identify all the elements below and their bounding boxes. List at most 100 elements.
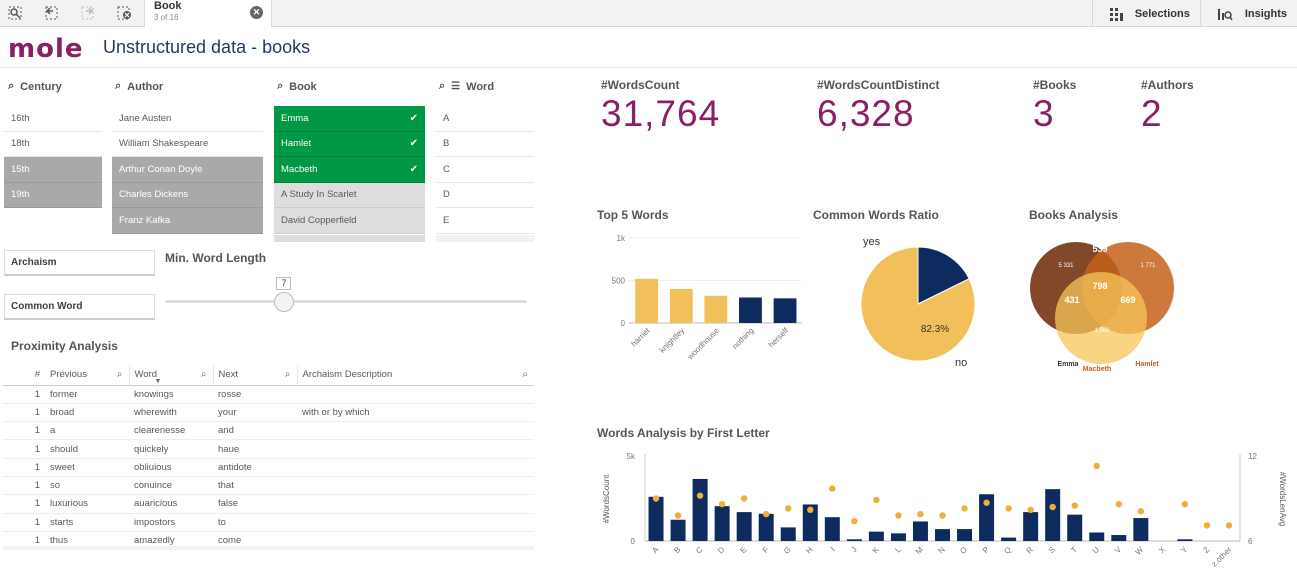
books-analysis-chart-title: Books Analysis <box>1029 208 1118 222</box>
avg-point <box>718 500 726 508</box>
author-item[interactable]: Jane Austen <box>112 106 263 132</box>
table-scrollbar[interactable] <box>3 546 534 550</box>
common-words-pie-chart[interactable]: yes no 82.3% <box>813 226 1023 376</box>
bar <box>935 529 950 541</box>
column-header-previous[interactable]: Previous ⌕ <box>45 365 129 386</box>
century-item[interactable]: 19th <box>4 182 102 208</box>
table-row[interactable]: 1 a clearenesse and <box>3 421 534 441</box>
avg-point <box>851 517 858 525</box>
word-item[interactable]: A <box>436 106 534 132</box>
word-filter-list: A B C D E <box>436 106 534 234</box>
insights-button[interactable]: Insights <box>1199 0 1297 27</box>
cell-word: auaricious <box>129 494 213 514</box>
word-filter-title[interactable]: ⌕ ☰ Word <box>439 80 495 93</box>
smart-search-icon[interactable] <box>4 3 26 23</box>
step-back-icon[interactable] <box>40 3 62 23</box>
table-row[interactable]: 1 so conuince that <box>3 476 534 496</box>
selections-label: Selections <box>1134 7 1190 20</box>
word-length-slider-track[interactable] <box>165 300 527 303</box>
bar <box>670 519 686 541</box>
column-header-next[interactable]: Next ⌕ <box>212 365 297 386</box>
y2-tick-label: 12 <box>1248 452 1257 461</box>
book-item[interactable]: Hamlet ✔ <box>274 131 425 157</box>
venn-circle-macbeth <box>1055 272 1147 364</box>
clear-selections-icon[interactable] <box>114 3 136 23</box>
search-icon: ⌕ <box>277 80 284 92</box>
word-item[interactable]: C <box>436 157 534 183</box>
cell-count: 1 <box>3 439 45 459</box>
cell-next: your <box>213 403 297 423</box>
word-item-label: B <box>443 138 450 150</box>
y2-tick-label: 6 <box>1248 537 1253 546</box>
cell-archaism-description <box>297 476 534 496</box>
avg-point <box>1049 503 1056 511</box>
table-row[interactable]: 1 broad wherewith your with or by which <box>3 403 534 423</box>
x-tick-label: harriet <box>629 326 652 349</box>
search-icon[interactable]: ⌕ <box>522 369 528 380</box>
word-item[interactable]: E <box>436 208 534 234</box>
selections-button[interactable]: Selections <box>1091 0 1200 27</box>
century-item[interactable]: 16th <box>4 106 102 132</box>
bar <box>692 478 708 541</box>
column-header-word[interactable]: Word ▼ ⌕ <box>128 365 213 386</box>
venn-legend-macbeth: Macbeth <box>1083 366 1111 373</box>
bar <box>1067 514 1083 541</box>
common-word-filter[interactable]: Common Word <box>4 294 155 320</box>
proximity-table: # Previous ⌕ Word ▼ ⌕ Next ⌕ Archaism Descri… <box>3 365 534 551</box>
author-item[interactable]: William Shakespeare <box>112 131 263 157</box>
word-item[interactable]: D <box>436 182 534 208</box>
search-icon[interactable]: ⌕ <box>116 369 123 380</box>
book-item-label: Hamlet <box>281 138 312 150</box>
author-item[interactable]: Charles Dickens <box>112 182 263 208</box>
author-item[interactable]: Franz Kafka <box>112 208 263 234</box>
avg-point <box>1203 522 1211 529</box>
close-icon[interactable]: ✕ <box>250 6 263 19</box>
book-item[interactable]: Emma ✔ <box>274 106 425 132</box>
author-filter-title[interactable]: ⌕ Author <box>115 80 164 93</box>
top-words-bar-chart[interactable]: 0 500 1k harriet knightley woodhouse nothing he… <box>597 226 807 366</box>
table-row[interactable]: 1 luxurious auaricious false <box>3 494 534 514</box>
table-row[interactable]: 1 starts impostors to <box>3 513 534 532</box>
book-item[interactable]: A Study In Scarlet <box>274 182 425 208</box>
cell-word: knowings <box>129 385 213 404</box>
search-icon[interactable]: ⌕ <box>200 369 207 380</box>
avg-point <box>1225 522 1233 529</box>
table-row[interactable]: 1 former knowings rosse <box>3 385 534 404</box>
checkmark-icon: ✔ <box>409 163 418 175</box>
book-item[interactable]: David Copperfield <box>274 208 425 234</box>
cell-count: 1 <box>3 385 45 404</box>
avg-point <box>674 512 682 519</box>
current-selection-tab[interactable]: Book 3 of 16 ✕ <box>144 0 272 27</box>
bar <box>773 298 797 323</box>
book-item[interactable]: Macbeth ✔ <box>274 157 425 183</box>
avg-point <box>763 510 770 518</box>
cell-count: 1 <box>3 494 45 514</box>
bar <box>1177 539 1193 541</box>
bar <box>1133 518 1149 541</box>
venn-legend-hamlet: Hamlet <box>1135 361 1159 368</box>
bar <box>736 512 752 541</box>
books-venn-diagram[interactable]: 5 331 1 771 1 563 539 431 669 798 Emma Hamlet Mac… <box>1020 226 1220 376</box>
century-item[interactable]: 18th <box>4 131 102 157</box>
kpi-authors-value: 2 <box>1141 93 1163 134</box>
avg-point <box>961 505 968 512</box>
column-header-count[interactable]: # <box>3 365 45 386</box>
cell-archaism-description <box>297 421 534 441</box>
author-item[interactable]: Arthur Conan Doyle <box>112 157 263 183</box>
table-row[interactable]: 1 sweet obliuious antidote <box>3 458 534 477</box>
archaism-filter[interactable]: Archaism <box>4 250 155 276</box>
century-filter-title[interactable]: ⌕ Century <box>8 80 62 93</box>
slider-handle[interactable] <box>274 292 295 312</box>
bar <box>758 513 774 541</box>
century-item[interactable]: 15th <box>4 157 102 183</box>
column-header-archaism-description[interactable]: Archaism Description ⌕ <box>296 365 534 386</box>
word-item[interactable]: B <box>436 131 534 157</box>
search-icon[interactable]: ⌕ <box>284 369 291 380</box>
step-forward-icon[interactable] <box>77 3 99 23</box>
book-filter-title[interactable]: ⌕ Book <box>277 80 317 93</box>
letter-analysis-combo-chart[interactable]: 5k 0 12 6 #WordsCount #WordsLenAvg A B C D E F G H I J K… <box>597 444 1297 584</box>
table-row[interactable]: 1 should quickely haue <box>3 439 534 459</box>
avg-point <box>829 485 836 492</box>
kpi-words-distinct-label: #WordsCountDistinct <box>817 78 940 92</box>
cell-archaism-description <box>297 513 534 532</box>
